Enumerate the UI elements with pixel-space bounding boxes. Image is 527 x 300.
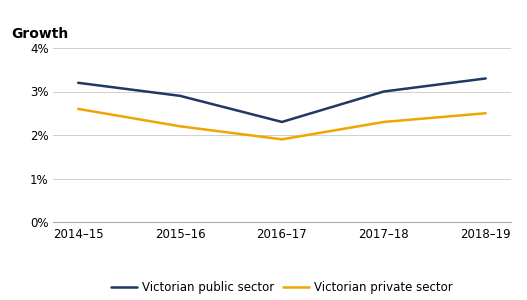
Victorian public sector xyxy=(177,94,183,98)
Victorian public sector xyxy=(75,81,81,85)
Line: Victorian public sector: Victorian public sector xyxy=(78,78,486,122)
Victorian private sector xyxy=(380,120,387,124)
Legend: Victorian public sector, Victorian private sector: Victorian public sector, Victorian priva… xyxy=(106,277,457,299)
Victorian public sector xyxy=(380,90,387,93)
Line: Victorian private sector: Victorian private sector xyxy=(78,109,486,139)
Victorian private sector xyxy=(483,111,489,115)
Victorian public sector xyxy=(483,76,489,80)
Victorian private sector xyxy=(177,124,183,128)
Victorian private sector xyxy=(75,107,81,111)
Victorian public sector xyxy=(279,120,285,124)
Text: Growth: Growth xyxy=(12,27,69,41)
Victorian private sector xyxy=(279,137,285,141)
